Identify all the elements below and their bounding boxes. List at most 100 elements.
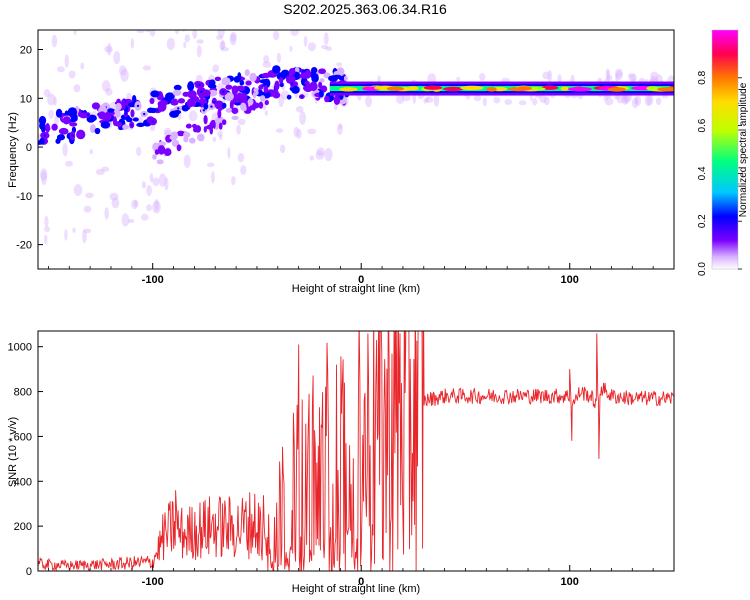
- snr-panel: -100 0 100 0 200 400 600 800 1000 Height of str…: [7, 330, 675, 595]
- spectral-speckle: [104, 207, 109, 220]
- spectral-blob: [231, 107, 239, 114]
- spectral-blob: [163, 148, 172, 156]
- spectral-speckle: [395, 93, 405, 104]
- spectral-speckle: [211, 170, 215, 184]
- spectral-speckle: [365, 95, 373, 108]
- spectrogram-frame-bg: [38, 30, 674, 269]
- spectral-speckle: [412, 93, 417, 104]
- spectral-peak: [71, 134, 74, 137]
- spectral-blob: [304, 69, 312, 79]
- spectral-speckle: [402, 94, 411, 102]
- x-tick-label: 100: [561, 576, 579, 588]
- spectral-speckle: [237, 152, 245, 163]
- spectral-blob: [311, 66, 318, 74]
- spectral-speckle: [478, 73, 486, 81]
- spectral-peak: [71, 110, 74, 114]
- spectral-speckle: [220, 39, 226, 50]
- snr-x-label: Height of straight line (km): [292, 583, 420, 595]
- spectral-speckle: [149, 30, 156, 37]
- spectral-speckle: [293, 126, 300, 138]
- spectral-blob: [177, 98, 186, 104]
- spectrogram-heatmap: [38, 0, 674, 245]
- spectral-blob: [136, 122, 145, 128]
- spectral-speckle: [85, 192, 94, 199]
- snr-y-ticks: 0 200 400 600 800 1000: [8, 342, 43, 578]
- spectral-speckle: [315, 150, 325, 160]
- spectral-speckle: [240, 165, 247, 176]
- spectral-blob: [264, 100, 269, 106]
- spectral-speckle: [166, 37, 176, 51]
- spectral-blob: [311, 73, 319, 83]
- spectral-blob: [258, 101, 264, 109]
- spectral-blob: [286, 94, 292, 100]
- spectral-speckle: [316, 147, 325, 156]
- spectral-blob: [157, 145, 166, 155]
- spectral-blob: [156, 159, 164, 165]
- spectral-speckle: [644, 94, 652, 107]
- spectral-speckle: [136, 146, 142, 156]
- spectral-speckle: [217, 130, 223, 138]
- spectral-blob: [187, 81, 195, 92]
- colorbar-tick-label: 0.0: [697, 262, 708, 276]
- spectral-speckle: [473, 94, 482, 102]
- spectral-speckle: [206, 162, 215, 167]
- spectral-speckle: [336, 62, 343, 67]
- snr-x-ticks: -100 0 100: [48, 565, 675, 588]
- spectral-speckle: [48, 109, 55, 119]
- spectral-speckle: [238, 19, 245, 28]
- spectral-blob: [192, 126, 199, 133]
- spectral-speckle: [105, 88, 113, 96]
- y-tick-label: -20: [16, 240, 32, 252]
- spectral-blob: [38, 115, 47, 126]
- spectral-speckle: [158, 173, 167, 187]
- spectral-speckle: [72, 227, 76, 233]
- spectral-hotspot: [567, 86, 593, 92]
- spectral-blob: [318, 81, 323, 89]
- spectral-blob: [205, 124, 214, 130]
- spectral-blob: [233, 75, 241, 83]
- spectral-speckle: [130, 38, 135, 49]
- spectral-speckle: [127, 218, 135, 224]
- spectral-speckle: [184, 34, 191, 43]
- spectral-speckle: [307, 42, 316, 52]
- snr-series-line: [38, 331, 674, 571]
- spectral-speckle: [542, 71, 551, 80]
- spectral-speckle: [219, 134, 223, 141]
- spectral-speckle: [131, 199, 138, 210]
- spectral-blob: [94, 127, 101, 135]
- spectral-speckle: [56, 66, 65, 73]
- spectral-blob: [247, 98, 254, 106]
- spectral-speckle: [73, 84, 81, 93]
- spectral-speckle: [424, 96, 434, 103]
- spectral-blob: [196, 133, 205, 142]
- spectral-speckle: [230, 31, 237, 42]
- spectral-blob: [76, 129, 86, 140]
- spectral-blob: [203, 126, 207, 133]
- colorbar-tick-label: 0.2: [697, 214, 708, 228]
- spectral-speckle: [64, 228, 68, 241]
- spectral-peak: [168, 95, 172, 98]
- spectral-speckle: [325, 46, 332, 51]
- figure-title: S202.2025.363.06.34.R16: [283, 1, 447, 17]
- spectral-blob: [291, 85, 300, 94]
- spectral-blob: [41, 125, 46, 133]
- spectral-speckle: [133, 199, 139, 208]
- spectral-hotspot: [386, 86, 404, 91]
- spectral-blob: [39, 137, 45, 145]
- spectral-blob: [259, 79, 269, 84]
- spectral-blob: [309, 81, 318, 92]
- spectral-blob: [235, 85, 246, 92]
- spectral-speckle: [99, 2, 107, 12]
- spectral-speckle: [220, 9, 224, 16]
- spectral-blob: [218, 122, 223, 130]
- spectral-speckle: [262, 0, 266, 5]
- spectral-speckle: [307, 128, 317, 135]
- spectral-speckle: [154, 198, 160, 211]
- spectral-speckle: [297, 19, 304, 24]
- spectral-speckle: [68, 70, 76, 79]
- spectral-speckle: [183, 154, 191, 168]
- spectral-blob: [182, 91, 190, 97]
- spectral-speckle: [212, 64, 220, 73]
- spectral-blob: [150, 90, 160, 98]
- spectral-blob: [276, 72, 287, 81]
